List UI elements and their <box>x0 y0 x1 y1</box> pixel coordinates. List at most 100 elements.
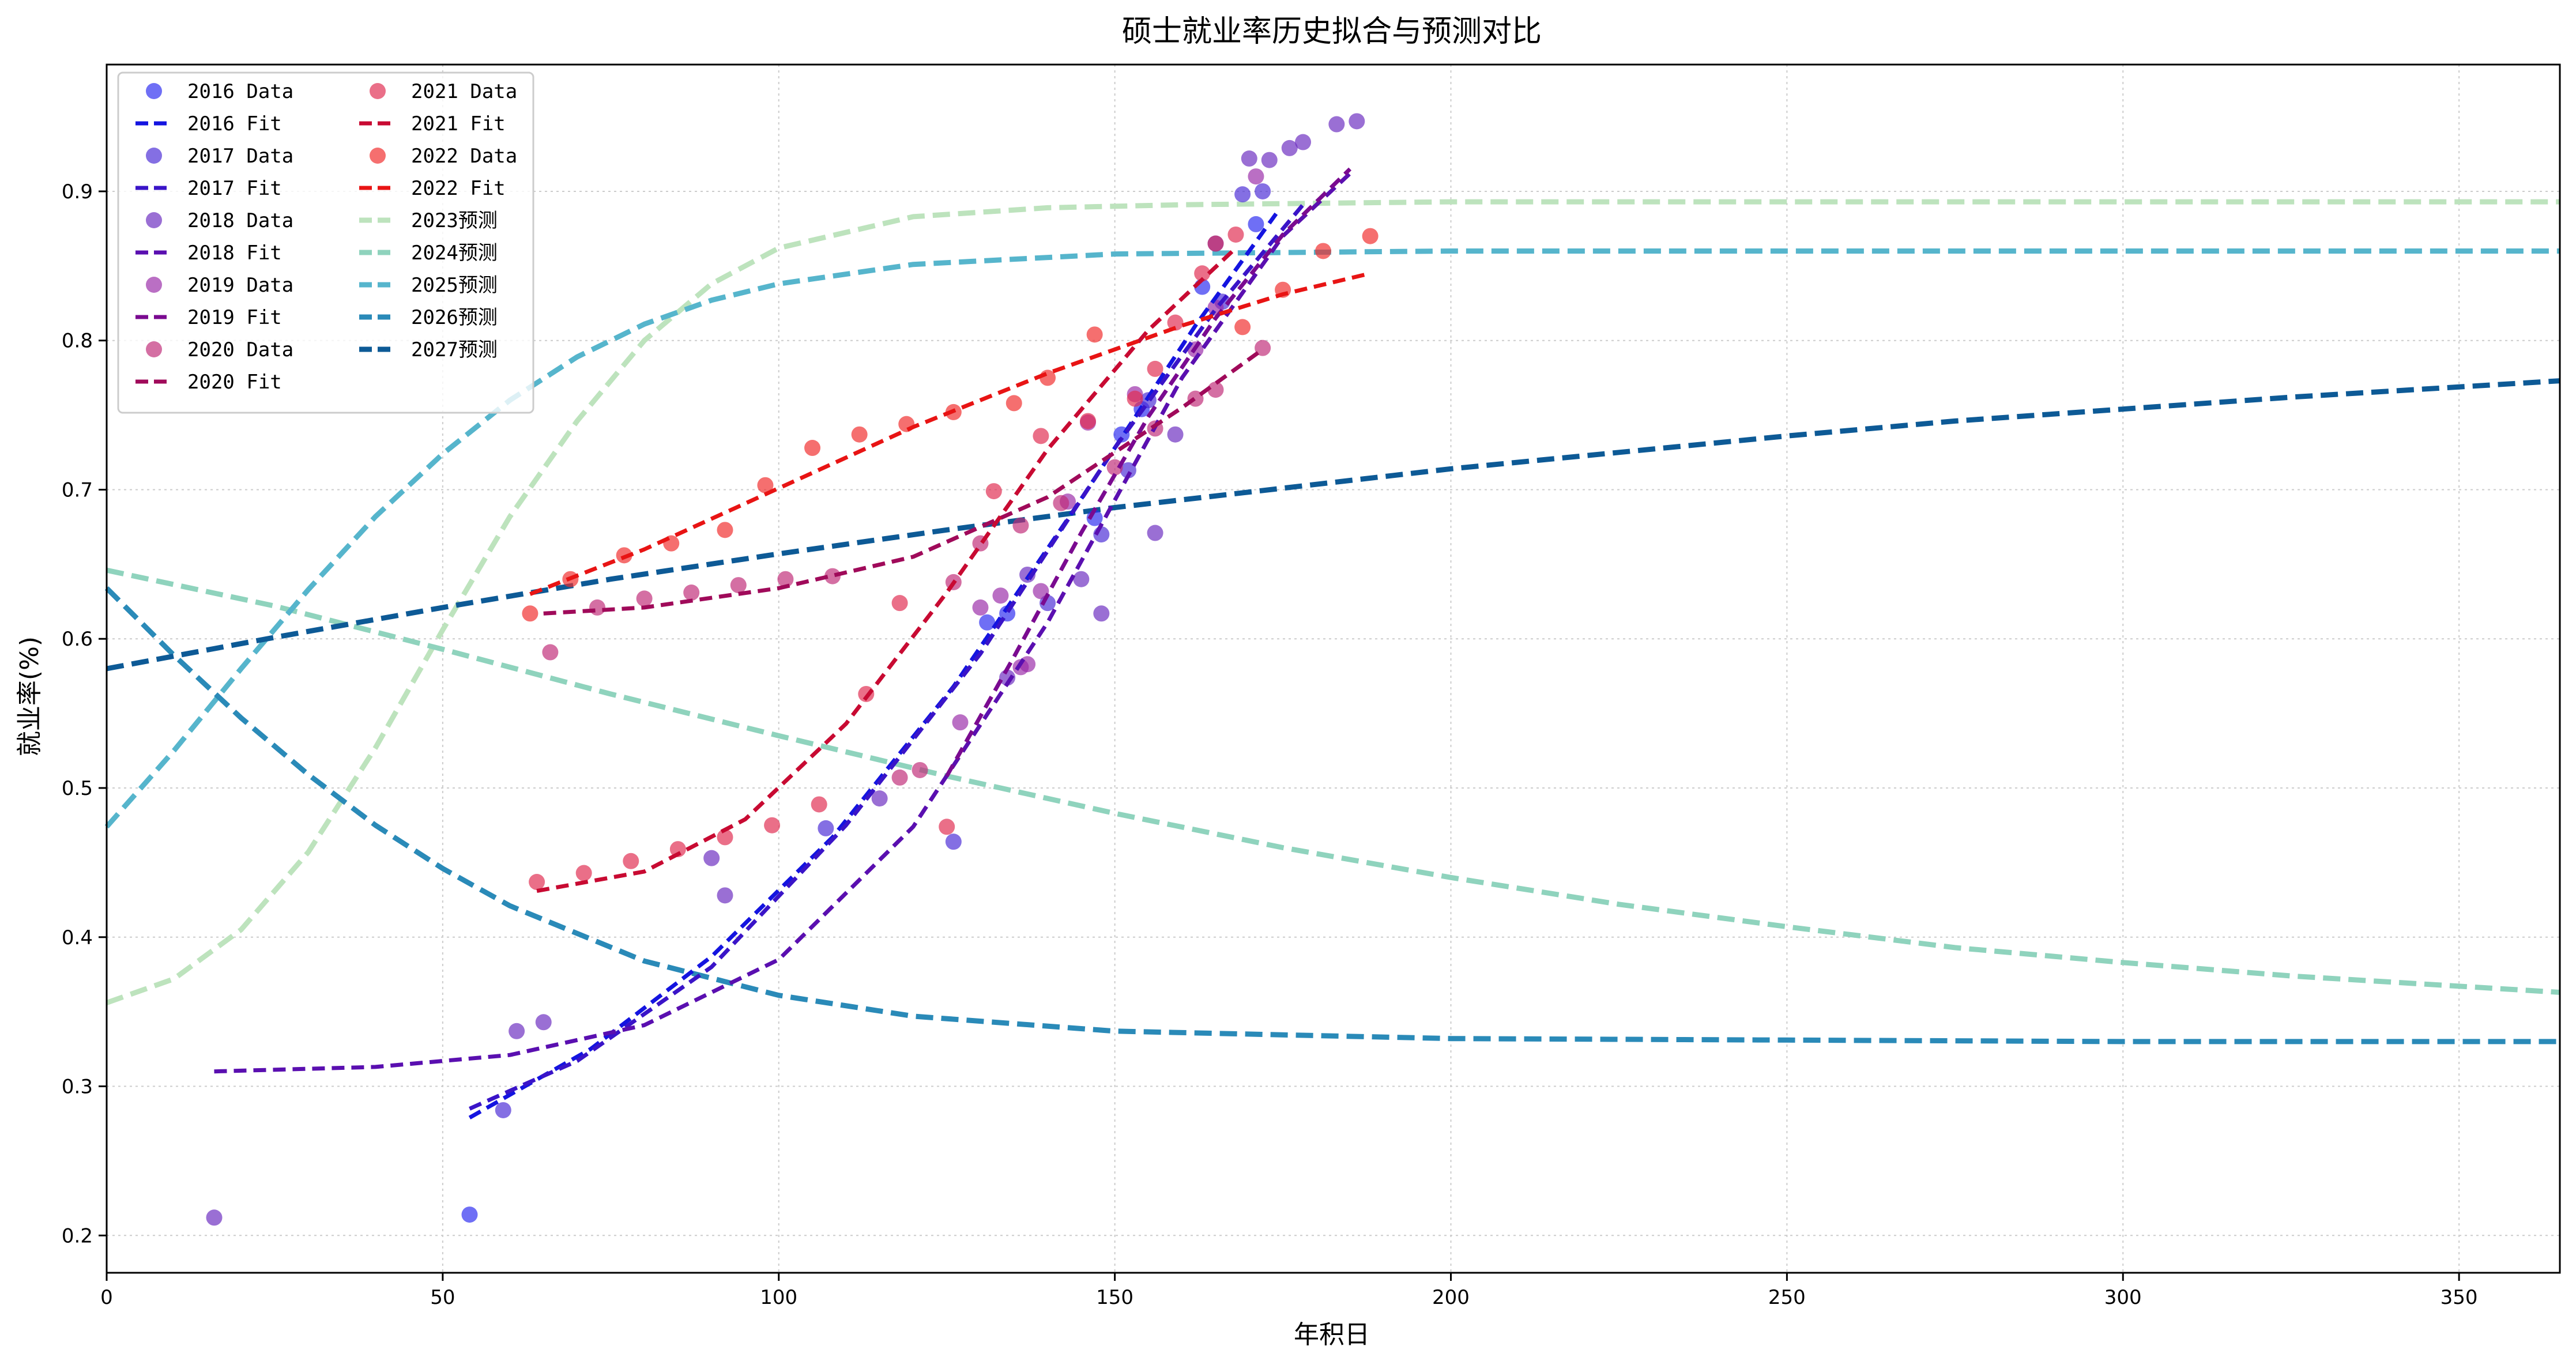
legend-entry-label: 2016 Data <box>187 80 293 103</box>
legend-marker <box>146 212 162 228</box>
data-point-2019 <box>1248 168 1264 185</box>
axis-ticks: 0 50 100 150 200 250 300 350 0.2 0.3 0.4 0.5 0.6 0.7 0… <box>62 180 2478 1309</box>
data-point-2017 <box>1255 183 1271 199</box>
data-point-2022 <box>757 477 774 493</box>
legend-marker <box>146 277 162 293</box>
data-point-2022 <box>1362 228 1379 244</box>
data-point-2021 <box>1227 226 1244 243</box>
legend-entry-label: 2017 Data <box>187 145 293 168</box>
data-point-2016 <box>979 614 996 631</box>
y-tick-label: 0.2 <box>62 1224 93 1247</box>
data-point-2019 <box>1033 583 1049 599</box>
data-point-2018 <box>1349 113 1365 130</box>
data-point-2022 <box>804 440 821 457</box>
legend-marker <box>146 83 162 99</box>
x-tick-label: 50 <box>430 1286 455 1309</box>
x-tick-label: 0 <box>100 1286 113 1309</box>
forecast-line-2024 <box>106 567 2560 995</box>
forecast-line-2026 <box>104 586 2560 1045</box>
data-point-2021 <box>939 819 955 835</box>
legend-entry-label: 2018 Data <box>187 209 293 232</box>
data-point-2020 <box>824 568 841 585</box>
data-point-2020 <box>891 769 908 786</box>
data-point-2018 <box>703 850 720 866</box>
x-tick-label: 350 <box>2441 1286 2478 1309</box>
x-tick-label: 250 <box>1768 1286 1806 1309</box>
data-point-2020 <box>1012 517 1029 534</box>
y-tick-label: 0.5 <box>62 777 93 800</box>
data-point-2020 <box>542 644 559 661</box>
data-point-2022 <box>1315 243 1332 259</box>
data-point-2021 <box>717 829 733 846</box>
data-point-2021 <box>669 841 686 858</box>
legend-entry-label: 2018 Fit <box>187 242 282 265</box>
legend-marker <box>146 341 162 357</box>
x-tick-label: 150 <box>1096 1286 1133 1309</box>
data-point-2022 <box>717 522 733 538</box>
legend-entry-label: 2016 Fit <box>187 112 282 135</box>
data-point-2021 <box>575 865 592 881</box>
data-point-2020 <box>912 761 928 778</box>
y-tick-label: 0.7 <box>62 478 93 501</box>
data-point-2018 <box>1281 139 1298 156</box>
data-point-2016 <box>1248 216 1264 232</box>
legend-entry-label: 2026预测 <box>411 306 498 329</box>
data-point-2017 <box>1234 186 1251 203</box>
legend-entry-label: 2020 Data <box>187 338 293 361</box>
data-point-2018 <box>999 669 1016 686</box>
data-point-2020 <box>1106 459 1123 476</box>
plot-area-frame <box>106 63 2561 1274</box>
data-point-2020 <box>636 590 653 607</box>
fit-line-2021 <box>536 246 1237 893</box>
data-point-2018 <box>871 790 888 807</box>
data-point-2018 <box>509 1023 525 1039</box>
data-point-2018 <box>535 1014 552 1031</box>
plot-series <box>104 113 2560 1226</box>
data-point-2018 <box>717 887 733 904</box>
legend-marker <box>146 148 162 164</box>
data-point-2021 <box>623 853 639 869</box>
legend-marker <box>370 148 386 164</box>
legend-box <box>117 71 534 414</box>
data-point-2021 <box>1147 360 1163 377</box>
data-point-2020 <box>589 599 605 616</box>
data-point-2021 <box>1080 413 1096 429</box>
data-point-2022 <box>1234 319 1251 335</box>
data-point-2018 <box>1241 150 1257 167</box>
data-point-2019 <box>992 587 1009 604</box>
data-point-2020 <box>777 571 794 587</box>
fit-line-2016 <box>468 212 1278 1119</box>
y-tick-label: 0.8 <box>62 330 93 353</box>
y-tick-label: 0.4 <box>62 926 93 949</box>
data-point-2022 <box>522 605 538 622</box>
data-point-2021 <box>764 817 781 834</box>
x-tick-label: 100 <box>760 1286 797 1309</box>
data-point-2021 <box>1127 390 1143 407</box>
legend-entry-label: 2017 Fit <box>187 177 282 200</box>
data-point-2018 <box>1328 116 1345 133</box>
x-tick-label: 300 <box>2104 1286 2142 1309</box>
legend-entry-label: 2019 Fit <box>187 306 282 329</box>
fit-line-2019 <box>945 167 1352 778</box>
data-point-2018 <box>1295 134 1312 150</box>
fit-line-2020 <box>543 348 1264 616</box>
fit-line-2018 <box>214 172 1351 1074</box>
legend-entry-label: 2020 Fit <box>187 371 282 394</box>
legend-marker <box>370 83 386 99</box>
x-axis-label: 年积日 <box>1294 1320 1370 1349</box>
legend-entry-label: 2022 Data <box>411 145 517 168</box>
data-point-2019 <box>972 599 989 616</box>
data-point-2021 <box>811 796 827 813</box>
forecast-line-2023 <box>106 199 2560 1005</box>
y-tick-label: 0.6 <box>62 628 93 651</box>
data-point-2020 <box>1207 382 1224 398</box>
data-point-2021 <box>529 874 545 891</box>
data-point-2016 <box>461 1206 478 1223</box>
chart-title: 硕士就业率历史拟合与预测对比 <box>1122 14 1542 49</box>
fit-line-2017 <box>469 203 1305 1111</box>
legend: 2016 Data 2016 Fit 2017 Data 2017 Fit 2018 D… <box>117 71 534 414</box>
y-tick-label: 0.3 <box>62 1076 93 1099</box>
data-point-2017 <box>495 1102 511 1118</box>
data-point-2017 <box>818 820 834 836</box>
